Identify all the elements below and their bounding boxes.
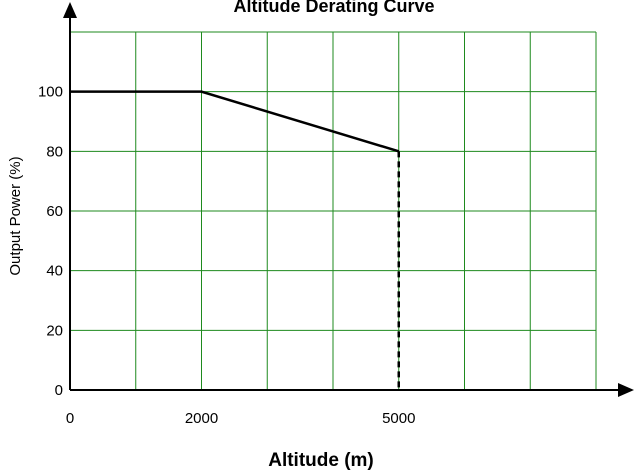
series-derating-line <box>70 90 400 153</box>
x-tick-label: 5000 <box>382 410 415 427</box>
y-tick-label: 100 <box>38 84 63 101</box>
series-lines <box>70 90 400 390</box>
chart-title: Altitude Derating Curve <box>233 0 434 16</box>
x-axis-arrow-icon <box>618 383 634 397</box>
tick-labels: 0 2000 5000 0 20 40 60 80 100 <box>38 84 415 427</box>
x-tick-label: 0 <box>66 410 74 427</box>
y-axis-arrow-icon <box>63 2 77 18</box>
grid-lines <box>70 31 597 390</box>
y-tick-label: 20 <box>46 322 63 339</box>
x-axis-label: Altitude (m) <box>268 450 374 471</box>
y-axis-label: Output Power (%) <box>7 156 24 275</box>
axes <box>63 2 634 397</box>
y-tick-label: 40 <box>46 263 63 280</box>
y-tick-label: 80 <box>46 143 63 160</box>
x-tick-label: 2000 <box>185 410 218 427</box>
y-tick-label: 60 <box>46 203 63 220</box>
y-tick-label: 0 <box>55 382 63 399</box>
